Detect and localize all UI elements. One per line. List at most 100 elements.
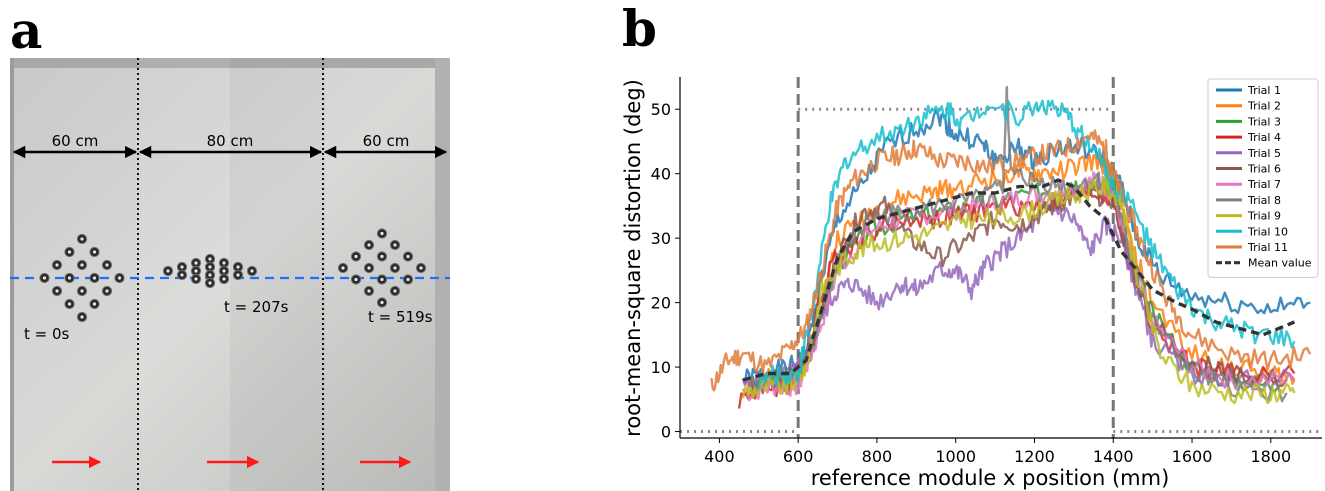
robot-led-end-15: [380, 300, 384, 305]
x-tick-label: 1200: [1014, 447, 1055, 466]
robot-led-end-9: [419, 266, 423, 270]
y-tick-label: 20: [651, 294, 671, 313]
y-tick-label: 0: [661, 423, 671, 442]
legend: Trial 1 Trial 2 Trial 3 Trial 4 Trial 5 Trial…: [1207, 78, 1319, 278]
robot-led-start-3: [55, 263, 59, 267]
legend-label: Trial 11: [1247, 241, 1288, 254]
robot-led-end-2: [393, 243, 397, 247]
legend-label: Trial 6: [1247, 163, 1281, 176]
y-tick-label: 30: [651, 229, 671, 248]
legend-label: Trial 7: [1247, 178, 1281, 191]
robot-led-start-11: [80, 289, 84, 293]
x-tick-label: 600: [783, 447, 814, 466]
legend-label: Trial 9: [1247, 210, 1281, 223]
legend-label: Trial 5: [1247, 147, 1281, 160]
arena-photo: 60 cm 80 cm 60 cm t = 0s t = 207s t = 51…: [10, 58, 450, 491]
legend-label: Trial 10: [1247, 225, 1288, 238]
x-tick-label: 400: [704, 447, 735, 466]
robot-led-middle-4: [208, 265, 212, 269]
robot-led-end-5: [406, 254, 410, 259]
panel-a-letter: a: [10, 1, 43, 60]
series-line-trial-10: [757, 99, 1296, 390]
time-label-middle: t = 207s: [224, 298, 289, 316]
arena-floor: [10, 58, 450, 491]
legend-label: Trial 3: [1247, 115, 1281, 128]
robot-led-end-6: [341, 266, 345, 270]
robot-led-start-10: [55, 289, 59, 293]
robot-led-end-7: [367, 266, 371, 270]
panel-b-letter: b: [622, 0, 657, 58]
robot-led-end-11: [380, 277, 384, 282]
x-tick-label: 800: [862, 447, 893, 466]
dimension-label-left: 60 cm: [52, 132, 99, 150]
robot-led-start-15: [80, 315, 84, 319]
legend-label: Mean value: [1248, 257, 1312, 270]
legend-label: Trial 8: [1247, 194, 1281, 207]
x-ticks: 400 600 800 1000 1200 1400 1600 1800: [704, 438, 1291, 466]
robot-led-end-4: [380, 254, 384, 259]
x-tick-label: 1400: [1093, 447, 1134, 466]
x-tick-label: 1800: [1250, 447, 1291, 466]
legend-label: Trial 4: [1247, 131, 1281, 144]
dimension-label-middle: 80 cm: [207, 132, 254, 150]
robot-swarms: [39, 228, 427, 323]
series-line-mean: [742, 178, 1296, 382]
robot-led-end-12: [406, 277, 410, 282]
y-tick-label: 10: [651, 358, 671, 377]
x-tick-label: 1600: [1172, 447, 1213, 466]
legend-label: Trial 2: [1247, 100, 1281, 113]
robot-led-middle-8: [222, 269, 226, 273]
robot-led-middle-5: [236, 265, 240, 269]
arena-right-wall: [435, 58, 450, 491]
y-tick-label: 50: [651, 100, 671, 119]
robot-led-start-7: [67, 276, 72, 280]
robot-led-end-14: [393, 289, 397, 293]
distortion-chart: 400 600 800 1000 1200 1400 1600 1800 0 10 20 30 40 5…: [621, 77, 1322, 490]
robot-led-start-14: [92, 302, 97, 306]
series-layer: [710, 85, 1312, 409]
robot-led-end-8: [393, 266, 397, 270]
legend-box: [1207, 78, 1319, 278]
robot-led-middle-2: [222, 261, 226, 265]
robot-led-middle-12: [236, 273, 240, 277]
robot-led-start-1: [67, 250, 72, 254]
robot-led-middle-13: [194, 277, 198, 281]
robot-led-end-10: [354, 277, 358, 282]
robot-led-start-2: [92, 250, 97, 254]
x-tick-label: 1000: [935, 447, 976, 466]
time-label-end: t = 519s: [368, 308, 433, 326]
time-label-start: t = 0s: [24, 325, 70, 343]
robot-led-middle-7: [194, 269, 198, 273]
robot-led-start-8: [92, 276, 97, 280]
y-axis-label: root-mean-square distortion (deg): [621, 79, 645, 437]
robot-led-middle-3: [180, 265, 184, 269]
robot-led-end-13: [367, 289, 371, 293]
robot-led-middle-1: [194, 261, 198, 265]
x-axis-label: reference module x position (mm): [811, 466, 1170, 490]
axes: 400 600 800 1000 1200 1400 1600 1800 0 10 20 30 40 5…: [651, 77, 1322, 466]
legend-label: Trial 1: [1247, 84, 1281, 97]
robot-led-end-3: [354, 254, 358, 259]
y-ticks: 0 10 20 30 40 50: [651, 100, 680, 442]
robot-led-middle-0: [208, 257, 212, 261]
robot-led-middle-9: [250, 269, 254, 273]
robot-led-end-1: [367, 243, 371, 247]
series-line-trial-11: [710, 129, 1312, 392]
robot-led-start-9: [117, 276, 122, 280]
y-tick-label: 40: [651, 165, 671, 184]
robot-led-middle-14: [222, 277, 226, 281]
robot-led-middle-10: [180, 273, 184, 277]
robot-led-start-13: [67, 302, 72, 306]
robot-led-middle-6: [166, 269, 170, 273]
dimension-label-right: 60 cm: [363, 132, 410, 150]
arena-top-wall: [10, 58, 450, 68]
robot-led-middle-11: [208, 273, 212, 277]
robot-led-end-0: [380, 231, 384, 236]
reference-lines: [680, 77, 1322, 438]
robot-led-middle-15: [208, 281, 212, 285]
robot-led-start-5: [105, 263, 109, 267]
robot-led-start-0: [80, 237, 84, 241]
robot-led-start-6: [42, 276, 47, 280]
robot-led-start-4: [80, 263, 84, 267]
robot-led-start-12: [105, 289, 109, 293]
